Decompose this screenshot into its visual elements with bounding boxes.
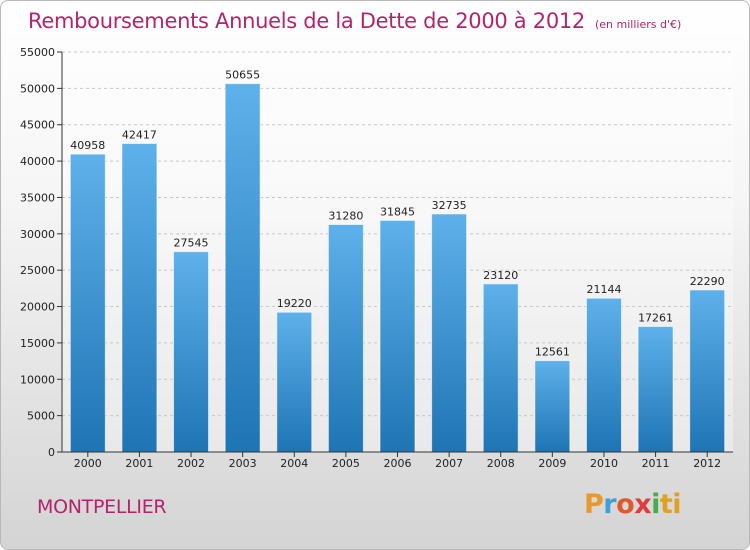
- bar: [224, 83, 261, 453]
- x-tick-label: 2002: [177, 457, 205, 470]
- x-tick-label: 2012: [693, 457, 721, 470]
- bar-value-label: 12561: [535, 346, 570, 359]
- x-tick-label: 2003: [229, 457, 257, 470]
- bar: [173, 251, 210, 453]
- bar: [689, 289, 726, 453]
- bar: [69, 153, 106, 453]
- bar-value-label: 23120: [483, 269, 518, 282]
- bar-value-label: 19220: [277, 297, 312, 310]
- chart-title-text: Remboursements Annuels de la Dette de 20…: [28, 9, 585, 33]
- logo-letter: i: [672, 489, 682, 520]
- y-tick-label: 0: [48, 446, 55, 459]
- x-tick-label: 2001: [125, 457, 153, 470]
- bars: 40958 42417 27545 50655 19220 31280 31845 32735…: [69, 69, 726, 453]
- y-tick-label: 5000: [27, 410, 55, 423]
- y-tick-label: 45000: [20, 119, 55, 132]
- x-tick-label: 2009: [538, 457, 566, 470]
- y-tick-label: 50000: [20, 82, 55, 95]
- x-tick-label: 2007: [435, 457, 463, 470]
- proxiti-logo: Proxiti: [584, 489, 682, 520]
- y-tick-label: 20000: [20, 301, 55, 314]
- y-tick-label: 55000: [20, 46, 55, 59]
- bar-value-label: 31845: [380, 205, 415, 218]
- chart-title: Remboursements Annuels de la Dette de 20…: [28, 9, 681, 33]
- y-tick-label: 30000: [20, 228, 55, 241]
- bar-value-label: 31280: [328, 210, 363, 223]
- x-tick-label: 2008: [487, 457, 515, 470]
- bar-value-label: 27545: [174, 237, 209, 250]
- bar-chart: 0 5000 10000 15000 20000 25000 30000 35000 40000…: [20, 46, 733, 470]
- x-tick-label: 2000: [74, 457, 102, 470]
- bar: [637, 325, 674, 453]
- bar: [121, 143, 158, 453]
- x-axis: 2000 2001 2002 2003 2004 2005 2006 2007 2008 2009…: [62, 451, 733, 470]
- bar: [585, 297, 622, 453]
- x-tick-label: 2011: [642, 457, 670, 470]
- logo-letter: o: [616, 489, 635, 520]
- logo-letter: x: [634, 489, 652, 520]
- logo-letter: r: [603, 489, 617, 520]
- bar-value-label: 42417: [122, 129, 157, 142]
- logo-letter: P: [584, 489, 604, 520]
- bar: [431, 213, 468, 453]
- chart-unit: (en milliers d'€): [595, 18, 682, 31]
- y-tick-label: 40000: [20, 155, 55, 168]
- y-tick-label: 35000: [20, 191, 55, 204]
- city-name: MONTPELLIER: [37, 496, 167, 518]
- bar-value-label: 32735: [432, 199, 467, 212]
- logo-letter: i: [651, 489, 660, 520]
- x-tick-label: 2005: [332, 457, 360, 470]
- logo-letter: t: [659, 489, 673, 520]
- y-tick-label: 25000: [20, 264, 55, 277]
- bar: [276, 311, 313, 453]
- bar-value-label: 50655: [225, 69, 260, 82]
- bar-value-label: 40958: [70, 139, 105, 152]
- x-tick-label: 2004: [280, 457, 308, 470]
- bar-value-label: 22290: [690, 275, 725, 288]
- y-tick-label: 10000: [20, 373, 55, 386]
- y-axis: 0 5000 10000 15000 20000 25000 30000 35000 40000…: [20, 46, 63, 459]
- x-tick-label: 2006: [384, 457, 412, 470]
- bar-value-label: 17261: [638, 311, 673, 324]
- bar-value-label: 21144: [586, 283, 621, 296]
- bar: [379, 219, 416, 453]
- x-tick-label: 2010: [590, 457, 618, 470]
- y-tick-label: 15000: [20, 337, 55, 350]
- bar: [327, 224, 364, 453]
- bar: [482, 283, 519, 453]
- bar: [534, 360, 571, 453]
